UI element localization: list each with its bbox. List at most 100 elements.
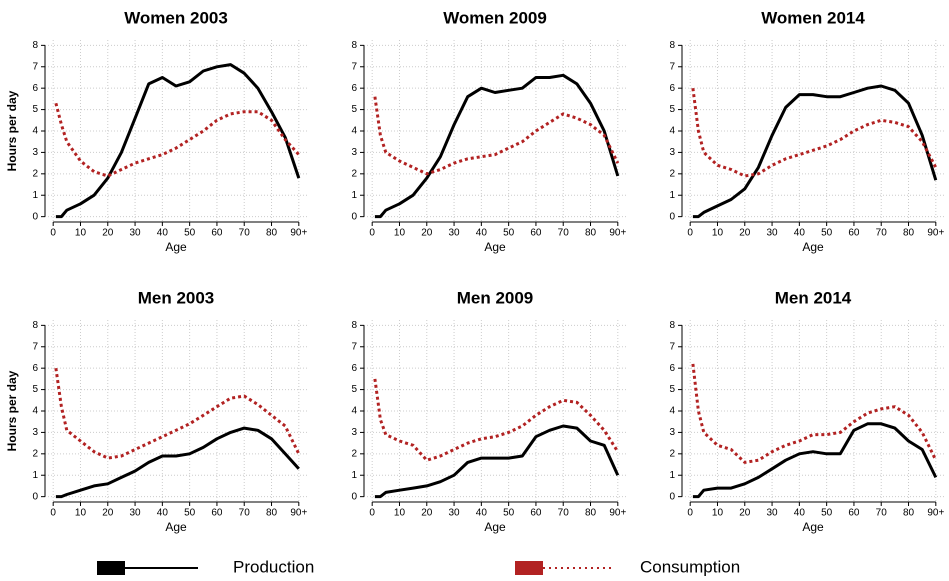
x-tick-label: 80 (903, 228, 915, 239)
y-tick-label: 1 (351, 190, 357, 201)
x-tick-label: 70 (876, 508, 888, 519)
y-tick-label: 7 (351, 341, 357, 352)
series-line (691, 88, 938, 178)
y-tick-label: 7 (351, 61, 357, 72)
y-axis-label: Hours per day (5, 90, 19, 171)
y-tick-label: 7 (32, 61, 38, 72)
y-tick-label: 7 (32, 341, 38, 352)
series-line (373, 96, 620, 176)
x-tick-label: 60 (848, 228, 860, 239)
y-tick-label: 6 (32, 83, 38, 94)
x-tick-label: 60 (530, 228, 542, 239)
x-axis-label: Age (802, 520, 824, 534)
y-tick-label: 2 (351, 448, 357, 459)
y-tick-label: 3 (351, 427, 357, 438)
x-tick-label: 90+ (290, 508, 307, 519)
x-tick-label: 80 (585, 228, 597, 239)
y-tick-label: 0 (351, 491, 357, 502)
y-tick-label: 2 (32, 448, 38, 459)
x-axis-label: Age (165, 240, 187, 254)
legend-swatch (97, 561, 125, 575)
x-tick-label: 30 (449, 508, 461, 519)
y-tick-label: 7 (669, 61, 675, 72)
x-tick-label: 30 (130, 508, 142, 519)
x-tick-label: 40 (476, 228, 488, 239)
y-tick-label: 6 (351, 83, 357, 94)
x-axis-label: Age (802, 240, 824, 254)
y-tick-label: 6 (32, 363, 38, 374)
y-tick-label: 0 (351, 211, 357, 222)
y-tick-label: 4 (32, 126, 38, 137)
x-tick-label: 90+ (927, 508, 944, 519)
x-tick-label: 60 (211, 508, 223, 519)
x-tick-label: 50 (184, 228, 196, 239)
x-tick-label: 10 (712, 228, 724, 239)
y-tick-label: 3 (351, 147, 357, 158)
legend-label: Consumption (640, 557, 740, 576)
x-tick-label: 0 (369, 508, 375, 519)
x-tick-label: 10 (75, 508, 87, 519)
x-tick-label: 20 (739, 508, 751, 519)
panel-title: Men 2014 (775, 288, 852, 307)
x-tick-label: 0 (687, 508, 693, 519)
y-tick-label: 0 (32, 211, 38, 222)
x-tick-label: 30 (767, 508, 779, 519)
y-tick-label: 5 (32, 104, 38, 115)
y-tick-label: 3 (32, 427, 38, 438)
series-line (691, 363, 938, 464)
x-tick-label: 20 (421, 508, 433, 519)
y-tick-label: 8 (669, 40, 675, 51)
y-tick-label: 6 (669, 83, 675, 94)
y-tick-label: 2 (32, 168, 38, 179)
x-tick-label: 70 (558, 228, 570, 239)
x-tick-label: 80 (266, 508, 278, 519)
x-tick-label: 80 (266, 228, 278, 239)
x-tick-label: 0 (50, 508, 56, 519)
y-tick-label: 4 (32, 406, 38, 417)
x-tick-label: 30 (767, 228, 779, 239)
x-axis-label: Age (165, 520, 187, 534)
y-tick-label: 1 (351, 470, 357, 481)
x-tick-label: 70 (239, 508, 251, 519)
y-tick-label: 4 (351, 406, 357, 417)
y-tick-label: 1 (32, 470, 38, 481)
x-tick-label: 90+ (290, 228, 307, 239)
series-line (692, 422, 938, 499)
series-line (373, 378, 620, 462)
x-tick-label: 20 (102, 508, 114, 519)
legend-label: Production (233, 557, 314, 576)
panel-title: Men 2003 (138, 288, 215, 307)
y-tick-label: 4 (351, 126, 357, 137)
x-tick-label: 50 (503, 228, 515, 239)
series-line (692, 84, 938, 219)
x-tick-label: 70 (239, 228, 251, 239)
y-tick-label: 8 (32, 40, 38, 51)
x-tick-label: 60 (848, 508, 860, 519)
x-tick-label: 0 (687, 228, 693, 239)
x-tick-label: 90+ (927, 228, 944, 239)
x-axis-label: Age (484, 520, 506, 534)
y-tick-label: 5 (351, 384, 357, 395)
x-tick-label: 10 (394, 228, 406, 239)
x-axis-label: Age (484, 240, 506, 254)
y-tick-label: 0 (32, 491, 38, 502)
series-line (55, 63, 301, 219)
y-tick-label: 1 (669, 470, 675, 481)
x-tick-label: 40 (157, 508, 169, 519)
x-tick-label: 80 (585, 508, 597, 519)
x-tick-label: 10 (394, 508, 406, 519)
x-tick-label: 20 (739, 228, 751, 239)
x-tick-label: 30 (449, 228, 461, 239)
x-tick-label: 80 (903, 508, 915, 519)
x-tick-label: 0 (50, 228, 56, 239)
y-tick-label: 3 (669, 147, 675, 158)
x-tick-label: 10 (712, 508, 724, 519)
series-line (374, 73, 620, 219)
y-tick-label: 0 (669, 491, 675, 502)
x-tick-label: 40 (794, 508, 806, 519)
